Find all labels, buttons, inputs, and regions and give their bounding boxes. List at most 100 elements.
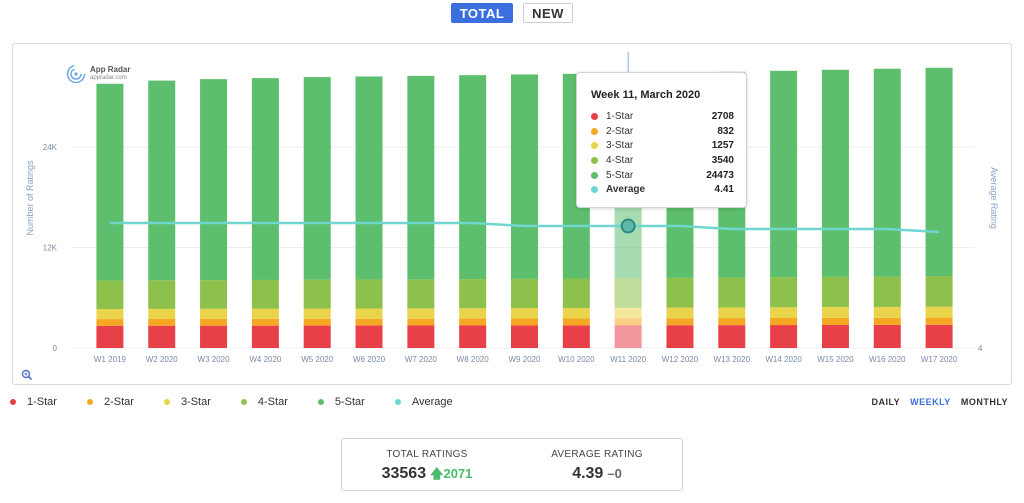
bar-segment xyxy=(407,318,435,326)
x-tick-label: W12 2020 xyxy=(662,355,699,364)
total-ratings-stat: TOTAL RATINGS 33563 🡅2071 xyxy=(342,439,512,490)
bar-segment xyxy=(614,278,642,308)
bar-segment xyxy=(666,307,694,319)
y2-axis-label: Average Rating xyxy=(989,167,999,229)
bar-segment xyxy=(251,308,279,319)
average-line xyxy=(109,221,940,234)
app-radar-logo: App Radar appradar.com xyxy=(66,64,130,84)
legend-item-5-star[interactable]: 5-Star xyxy=(317,396,365,408)
average-rating-value: 4.39 xyxy=(572,465,604,482)
bar-segment xyxy=(770,70,798,278)
total-ratings-label: TOTAL RATINGS xyxy=(386,449,468,460)
bar-segment xyxy=(562,278,590,308)
legend-dot-icon xyxy=(163,399,170,405)
tooltip-row: 3-Star 1257 xyxy=(591,138,734,153)
bar-segment xyxy=(821,317,849,325)
bar-segment xyxy=(562,307,590,319)
tooltip-row-value: 832 xyxy=(717,125,734,137)
y-axis-label: Number of Ratings xyxy=(25,160,35,236)
bar-segment xyxy=(562,318,590,326)
x-tick-label: W7 2020 xyxy=(405,355,438,364)
bar-segment xyxy=(459,75,487,280)
bar-segment xyxy=(718,307,746,319)
tooltip-title: Week 11, March 2020 xyxy=(591,89,701,101)
bar-segment xyxy=(148,325,176,348)
x-tick-label: W4 2020 xyxy=(249,355,282,364)
tooltip-dot-icon xyxy=(591,142,598,150)
bar-segment xyxy=(821,307,849,318)
tooltip-row: 2-Star 832 xyxy=(591,124,734,139)
bar-segment xyxy=(200,308,228,319)
arrow-up-icon: 🡅 xyxy=(430,466,444,481)
legend-label: 5-Star xyxy=(334,396,365,408)
bar-segment xyxy=(718,277,746,308)
bar-segment xyxy=(407,308,435,319)
bar-segment xyxy=(873,276,901,307)
y-tick-label: 24K xyxy=(43,143,58,152)
bar-segment xyxy=(200,79,228,281)
new-toggle-button[interactable]: NEW xyxy=(523,3,573,23)
bar-segment xyxy=(821,69,849,277)
bar-segment xyxy=(770,277,798,308)
legend-dot-icon xyxy=(394,399,401,405)
bar-segment xyxy=(511,318,538,326)
tooltip-row-value: 1257 xyxy=(711,140,734,152)
legend-item-1-star[interactable]: 1-Star xyxy=(10,396,57,408)
x-tick-label: W14 2020 xyxy=(765,355,802,364)
average-rating-stat: AVERAGE RATING 4.39 –0 xyxy=(512,439,682,490)
bar-segment xyxy=(303,325,331,348)
bar-segment xyxy=(303,279,331,309)
period-weekly-button[interactable]: WEEKLY xyxy=(910,397,951,407)
bar-segment xyxy=(459,318,487,326)
tooltip-row-value: 24473 xyxy=(706,169,734,181)
total-toggle-button[interactable]: TOTAL xyxy=(451,3,513,23)
bar-segment xyxy=(251,325,279,348)
bar-segment xyxy=(873,317,901,325)
legend-item-average[interactable]: Average xyxy=(394,396,453,408)
total-ratings-value: 33563 xyxy=(381,465,427,482)
bar-segment xyxy=(821,276,849,308)
bar-segment xyxy=(511,325,538,348)
x-tick-label: W11 2020 xyxy=(610,355,646,364)
tooltip-row: Average 4.41 xyxy=(591,182,734,197)
bar-segment xyxy=(407,325,435,348)
legend-item-3-star[interactable]: 3-Star xyxy=(163,396,211,408)
bar-segment xyxy=(355,76,383,280)
total-ratings-delta: 2071 xyxy=(443,466,473,481)
tooltip-row-label: 4-Star xyxy=(606,154,634,166)
bar-segment xyxy=(925,324,953,348)
bar-segment xyxy=(666,277,694,308)
bar-segment xyxy=(770,325,798,348)
tooltip-row-label: 1-Star xyxy=(606,110,634,122)
tooltip-row-value: 2708 xyxy=(711,110,734,122)
bar-segment xyxy=(148,318,176,326)
legend-item-2-star[interactable]: 2-Star xyxy=(86,396,134,408)
legend-label: 2-Star xyxy=(103,396,134,408)
bar-segment xyxy=(200,325,228,348)
period-monthly-button[interactable]: MONTHLY xyxy=(960,397,1008,407)
radar-icon xyxy=(66,64,86,84)
bar-segment xyxy=(925,317,953,325)
period-daily-button[interactable]: DAILY xyxy=(871,397,901,407)
bar-segment xyxy=(666,318,694,326)
x-tick-label: W3 2020 xyxy=(198,355,231,364)
tooltip-dot-icon xyxy=(591,171,598,179)
chart-panel xyxy=(12,43,1012,385)
bar-segment xyxy=(200,280,228,309)
bar-segment xyxy=(511,74,538,279)
legend-dot-icon xyxy=(240,399,247,405)
zoom-icon[interactable] xyxy=(21,369,33,381)
x-tick-label: W9 2020 xyxy=(508,355,541,364)
legend-dot-icon xyxy=(10,399,16,405)
x-tick-label: W2 2020 xyxy=(146,355,179,364)
x-tick-label: W16 2020 xyxy=(869,355,906,364)
tooltip-row: 5-Star 24473 xyxy=(591,168,734,183)
legend-item-4-star[interactable]: 4-Star xyxy=(240,396,288,408)
bar-segment xyxy=(821,324,849,348)
bar-segment xyxy=(562,325,590,348)
tooltip-row-label: Average xyxy=(606,184,646,196)
bar-segment xyxy=(614,307,642,319)
bar-segment xyxy=(148,80,176,281)
chart-tooltip: Week 11, March 2020 1-Star 2708 2-Star 832 3… xyxy=(576,72,747,208)
bar-segment xyxy=(355,318,383,326)
